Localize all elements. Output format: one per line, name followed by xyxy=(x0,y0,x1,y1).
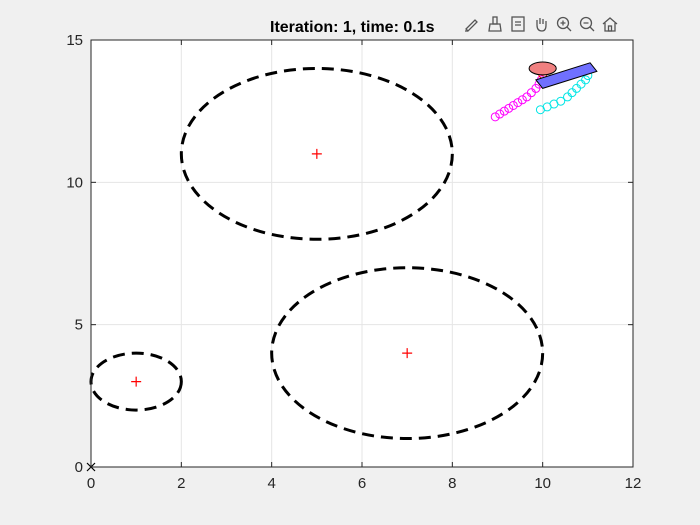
x-tick-label: 6 xyxy=(358,475,366,492)
x-tick-label: 8 xyxy=(448,475,456,492)
trajectory-point xyxy=(513,98,523,108)
obstacle-ellipse xyxy=(179,66,454,241)
data-tip-icon[interactable] xyxy=(508,14,528,34)
y-tick-label: 0 xyxy=(75,459,83,476)
trajectory-point xyxy=(517,95,527,105)
trajectory-point xyxy=(581,75,591,85)
trajectory-point xyxy=(490,112,500,122)
trajectory-point xyxy=(508,100,518,110)
x-tick-label: 4 xyxy=(267,475,275,492)
robot-disk xyxy=(528,61,557,76)
y-tick-label: 15 xyxy=(66,32,83,49)
brush-icon[interactable] xyxy=(485,14,505,34)
pan-icon[interactable] xyxy=(531,14,551,34)
trajectory-point xyxy=(495,109,505,119)
home-icon[interactable] xyxy=(600,14,620,34)
x-tick-label: 0 xyxy=(87,475,95,492)
trajectory-point xyxy=(504,103,514,113)
obstacle-ellipse xyxy=(270,266,545,441)
edit-plot-icon[interactable] xyxy=(462,14,482,34)
trajectory-point xyxy=(499,106,509,116)
robot-body xyxy=(535,62,598,89)
axes-toolbar xyxy=(462,14,620,34)
axes[interactable]: 0 2 4 6 8 10 12 0 5 10 15 xyxy=(66,32,641,492)
x-tick-label: 12 xyxy=(625,475,642,492)
zoom-in-icon[interactable] xyxy=(554,14,574,34)
chart-title: Iteration: 1, time: 0.1s xyxy=(270,19,435,36)
obstacle-center-marker xyxy=(311,148,322,159)
y-tick-label: 5 xyxy=(75,317,83,334)
zoom-out-icon[interactable] xyxy=(577,14,597,34)
x-tick-label: 10 xyxy=(534,475,551,492)
y-tick-label: 10 xyxy=(66,174,83,191)
trajectory-point xyxy=(556,96,566,106)
obstacle-center-marker xyxy=(402,348,413,359)
obstacle-center-marker xyxy=(131,376,142,387)
x-tick-label: 2 xyxy=(177,475,185,492)
